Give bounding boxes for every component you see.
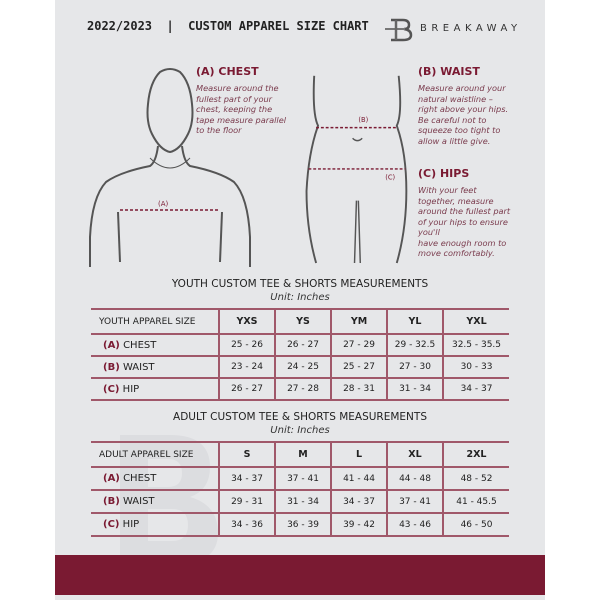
chest-title: (A) CHEST [196, 65, 259, 78]
table-row: (B) WAIST 29 - 31 31 - 34 34 - 37 37 - 41 41… [91, 489, 509, 514]
table-row: (C) HIP 34 - 36 36 - 39 39 - 42 43 - 46 46 -… [91, 512, 509, 537]
table-row: (A) CHEST 34 - 37 37 - 41 41 - 44 44 - 48 48… [91, 466, 509, 491]
footer-band [55, 555, 545, 595]
hips-marker: (C) [385, 173, 395, 181]
youth-table-title: YOUTH CUSTOM TEE & SHORTS MEASUREMENTS [171, 278, 429, 290]
youth-size-table: YOUTH APPAREL SIZE YXS YS YM YL YXL (A) CHES… [91, 308, 509, 401]
brand-name: BREAKAWAY [420, 23, 522, 34]
waist-marker: (B) [358, 116, 368, 124]
chest-description: Measure around the fullest part of your ch… [196, 83, 287, 135]
hips-title: (C) HIPS [418, 167, 470, 180]
adult-table-title: ADULT CUSTOM TEE & SHORTS MEASUREMENTS [173, 411, 427, 423]
table-header-row: ADULT APPAREL SIZE S M L XL 2XL [91, 441, 509, 468]
waist-title: (B) WAIST [418, 65, 480, 78]
adult-unit: Unit: Inches [270, 425, 330, 436]
table-row: (A) CHEST 25 - 26 26 - 27 27 - 29 29 - 32.5… [91, 333, 509, 357]
upper-body-figure: (A) [89, 68, 251, 267]
table-header-row: YOUTH APPAREL SIZE YXS YS YM YL YXL [91, 308, 509, 335]
table-row: (C) HIP 26 - 27 27 - 28 28 - 31 31 - 34 34 -… [91, 377, 509, 401]
youth-unit: Unit: Inches [270, 292, 330, 303]
breakaway-logo-icon [385, 18, 413, 42]
waist-description: Measure around your natural waistline – ri… [418, 83, 509, 146]
hips-description: With your feet together, measure around th… [418, 185, 511, 258]
adult-size-table: ADULT APPAREL SIZE S M L XL 2XL (A) CHEST 34… [91, 441, 509, 537]
table-row: (B) WAIST 23 - 24 24 - 25 25 - 27 27 - 30 30… [91, 355, 509, 379]
page-title: 2022/2023 | CUSTOM APPAREL SIZE CHART [87, 19, 369, 33]
torso-figure: (B) (C) [305, 75, 408, 264]
chest-marker: (A) [158, 200, 169, 208]
